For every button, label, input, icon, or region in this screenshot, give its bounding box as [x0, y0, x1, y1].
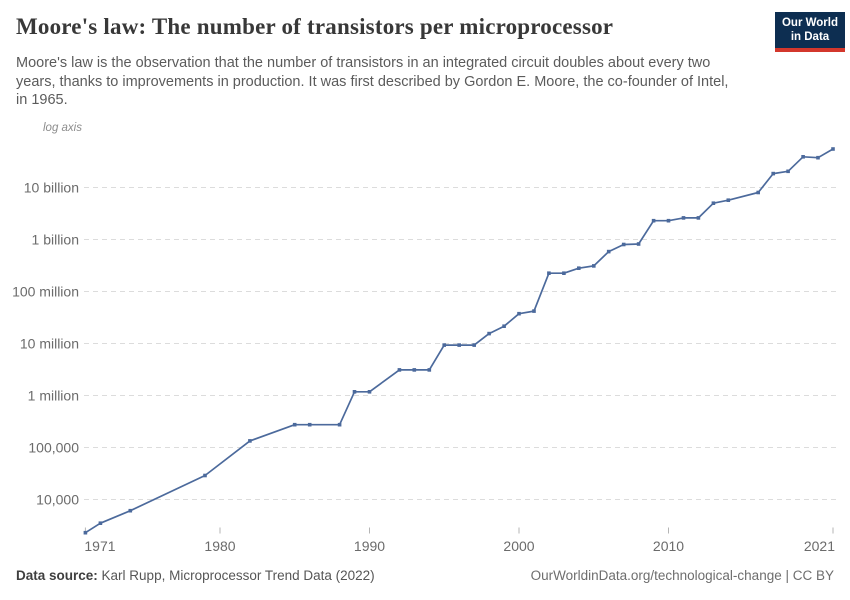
log-axis-note: log axis [43, 122, 82, 134]
x-axis-label: 2010 [653, 538, 684, 554]
y-axis-label: 1 billion [32, 232, 79, 248]
data-source: Data source: Karl Rupp, Microprocessor T… [16, 568, 375, 583]
data-point [562, 271, 566, 275]
data-point [367, 390, 372, 394]
chart-subtitle: Moore's law is the observation that the … [16, 54, 806, 110]
y-axis-label: 10 million [20, 336, 79, 352]
data-point [786, 169, 790, 174]
data-point [203, 473, 207, 478]
data-point [472, 343, 476, 347]
data-point [128, 508, 133, 513]
data-point [292, 422, 297, 427]
subtitle-line: Moore's law is the observation that the … [16, 55, 711, 71]
data-point [666, 218, 671, 223]
data-point [606, 249, 611, 254]
data-point [771, 171, 775, 176]
data-point [457, 343, 461, 347]
data-point [337, 422, 342, 427]
data-point [801, 155, 805, 159]
data-point [517, 311, 521, 316]
data-point [502, 324, 506, 328]
data-point [636, 242, 641, 246]
data-point [547, 271, 551, 275]
data-point [98, 521, 103, 525]
data-point [831, 147, 835, 151]
x-axis-label: 1971 [84, 538, 115, 554]
data-point [816, 155, 820, 160]
data-point [696, 216, 701, 220]
data-point [592, 264, 596, 268]
logo-text-line1: Our World [781, 17, 838, 29]
x-axis-label: 2000 [503, 538, 534, 554]
data-point [427, 368, 432, 372]
data-point [726, 198, 731, 202]
y-axis-label: 100,000 [28, 440, 79, 456]
x-axis-label: 1990 [354, 538, 385, 554]
y-axis-label: 10 billion [24, 180, 79, 196]
data-source-text: Karl Rupp, Microprocessor Trend Data (20… [101, 568, 375, 583]
data-point [397, 368, 402, 372]
data-point [307, 422, 312, 427]
data-point [83, 530, 88, 535]
data-point [248, 439, 252, 443]
data-point [412, 368, 417, 372]
x-axis-label: 1980 [204, 538, 235, 554]
data-point [487, 331, 491, 336]
data-point [352, 390, 357, 394]
x-axis-label: 2021 [804, 538, 835, 554]
y-axis-label: 10,000 [36, 492, 79, 508]
page-title: Moore's law: The number of transistors p… [16, 14, 614, 39]
subtitle-line: years, thanks to improvements in product… [16, 73, 729, 90]
data-point [756, 190, 760, 195]
data-source-label: Data source: [16, 568, 98, 583]
data-point [442, 343, 446, 347]
credit-link[interactable]: OurWorldinData.org/technological-change … [530, 568, 834, 583]
data-point [711, 201, 716, 205]
data-point [651, 218, 656, 223]
y-axis-label: 100 million [12, 284, 79, 300]
logo-text-line2: in Data [790, 30, 830, 43]
owid-logo[interactable]: Our World in Data [775, 12, 845, 52]
data-point [577, 266, 581, 270]
data-point [681, 216, 686, 220]
data-point [532, 309, 536, 313]
data-line [84, 148, 834, 534]
y-axis-label: 1 million [28, 388, 79, 404]
data-point [621, 242, 626, 247]
subtitle-line: in 1965. [16, 92, 68, 108]
